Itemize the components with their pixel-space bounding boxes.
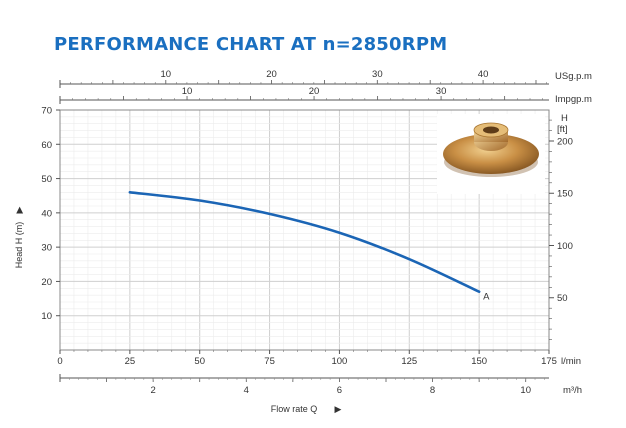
x-axis-title: Flow rate Q: [271, 404, 318, 414]
y-axis-arrow-icon: ▶: [14, 206, 24, 213]
x-tick-label: 75: [264, 356, 275, 367]
x-axis-arrow-icon: ▶: [335, 404, 342, 414]
x-tick-label: 100: [331, 356, 347, 367]
y-tick-label: 20: [41, 277, 52, 288]
plot-frame: [59, 109, 550, 351]
ft-axis-title: H: [561, 113, 568, 124]
plot-grid: [60, 110, 549, 350]
m3h-tick-label: 2: [150, 385, 155, 396]
x-tick-label: 150: [471, 356, 487, 367]
ft-axis-unit: [ft]: [557, 124, 568, 135]
usgpm-tick-label: 30: [372, 69, 383, 80]
chart-title: PERFORMANCE CHART AT n=2850RPM: [54, 34, 448, 55]
y-tick-label: 60: [41, 140, 52, 151]
y-tick-label: 10: [41, 311, 52, 322]
ft-tick-label: 50: [557, 293, 568, 304]
ft-tick-label: 100: [557, 241, 573, 252]
x-tick-label: 25: [125, 356, 136, 367]
y-tick-label: 40: [41, 208, 52, 219]
usgpm-tick-label: 20: [266, 69, 277, 80]
m3h-unit-label: m³/h: [563, 385, 582, 396]
m3h-tick-label: 4: [244, 385, 249, 396]
m3h-tick-label: 8: [430, 385, 435, 396]
x-tick-label: 50: [194, 356, 205, 367]
impgpm-unit-label: Impgp.m: [555, 94, 592, 105]
impgpm-tick-label: 30: [436, 86, 447, 97]
x-tick-label: 0: [57, 356, 62, 367]
m3h-tick-label: 10: [520, 385, 531, 396]
usgpm-unit-label: USg.p.m: [555, 71, 592, 82]
ft-tick-label: 150: [557, 189, 573, 200]
x-tick-label: 125: [401, 356, 417, 367]
y-tick-label: 50: [41, 174, 52, 185]
ft-tick-label: 200: [557, 136, 573, 147]
m3h-tick-label: 6: [337, 385, 342, 396]
x-tick-label: 175: [541, 356, 557, 367]
usgpm-tick-label: 10: [160, 69, 171, 80]
impgpm-tick-label: 20: [309, 86, 320, 97]
y-axis-title: Head H (m): [14, 222, 24, 269]
curve-label-A: A: [483, 292, 490, 303]
y-tick-label: 70: [41, 106, 52, 117]
series-layer: A: [128, 190, 490, 303]
axes: 10 20 30 40 50 60 70 0 25 50 75 100 125 150 175 l/min 2 4…: [41, 69, 592, 396]
impeller-photo: [437, 114, 545, 194]
x-unit-label: l/min: [561, 356, 581, 367]
impgpm-tick-label: 10: [182, 86, 193, 97]
usgpm-tick-label: 40: [478, 69, 489, 80]
series-line-A: [128, 190, 481, 294]
y-tick-label: 30: [41, 243, 52, 254]
